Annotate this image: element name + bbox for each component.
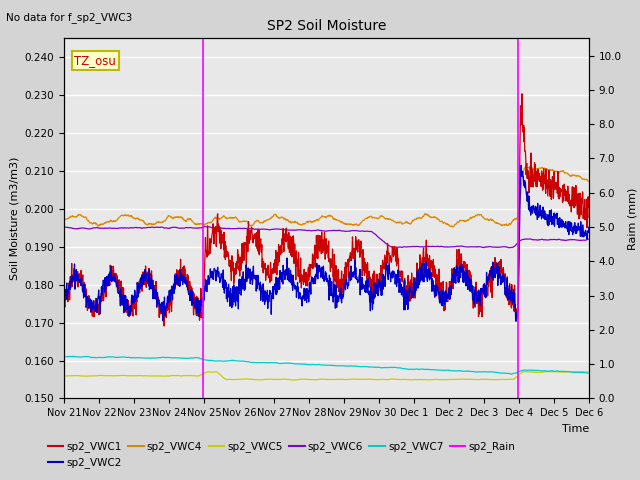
Y-axis label: Soil Moisture (m3/m3): Soil Moisture (m3/m3) [9,156,19,280]
Y-axis label: Raim (mm): Raim (mm) [627,187,637,250]
X-axis label: Time: Time [561,424,589,433]
Legend: sp2_VWC1, sp2_VWC2, sp2_VWC4, sp2_VWC5, sp2_VWC6, sp2_VWC7, sp2_Rain: sp2_VWC1, sp2_VWC2, sp2_VWC4, sp2_VWC5, … [44,437,520,472]
Title: SP2 Soil Moisture: SP2 Soil Moisture [267,19,386,33]
Text: TZ_osu: TZ_osu [74,54,116,67]
Text: No data for f_sp2_VWC3: No data for f_sp2_VWC3 [6,12,132,23]
